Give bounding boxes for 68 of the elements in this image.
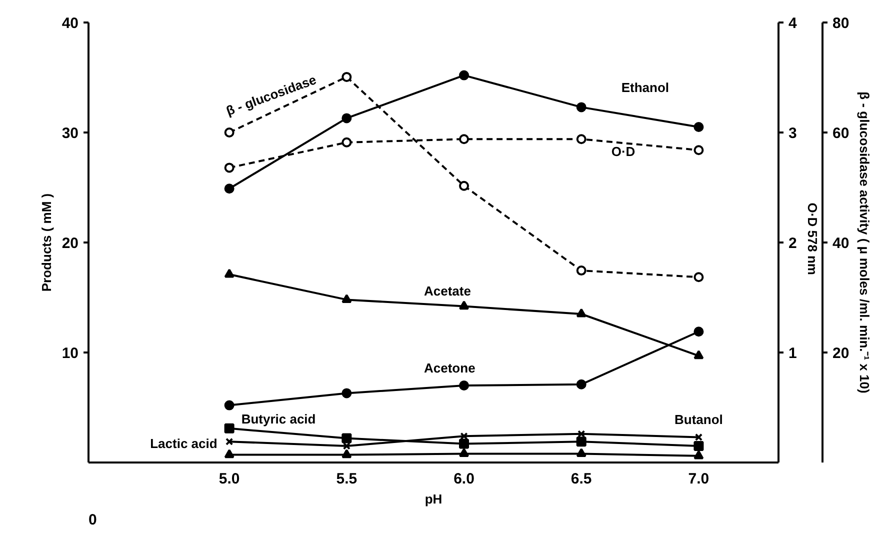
point [224, 423, 234, 434]
point [342, 113, 352, 124]
y2-tick-label: 4 [788, 15, 798, 32]
point [342, 388, 352, 398]
x-tick-label: 6.0 [454, 470, 474, 488]
y3-tick-label: 20 [832, 345, 850, 362]
y3-axis-title: β - glucosidase activity ( μ moles /ml. min.⁻¹ x 10) [857, 92, 872, 394]
point [459, 180, 470, 191]
y2-tick-label: 2 [788, 235, 797, 252]
y3-tick-label: 80 [832, 15, 850, 32]
point [694, 433, 703, 442]
point [694, 326, 704, 337]
x-tick-label: 5.5 [336, 470, 358, 488]
point [459, 300, 470, 310]
point [224, 162, 234, 173]
point [342, 433, 352, 444]
x-tick-label: 6.5 [570, 470, 592, 488]
point [576, 134, 586, 144]
series-label: Ethanol [621, 80, 670, 96]
y3-tick-label: 60 [832, 125, 850, 142]
x-tick-label: 7.0 [688, 470, 710, 488]
point [342, 137, 352, 148]
point [224, 184, 234, 194]
y-tick-label: 30 [62, 125, 79, 142]
series-label: Butyric acid [241, 411, 316, 426]
point [576, 448, 586, 458]
point [576, 436, 586, 447]
point [576, 266, 586, 276]
series-label: Lactic acid [150, 436, 218, 451]
point [342, 442, 350, 450]
y-tick-label: 20 [62, 235, 79, 252]
point [576, 102, 586, 112]
y3-tick-label: 40 [832, 235, 850, 252]
point [459, 70, 470, 80]
point [342, 72, 352, 82]
point [694, 441, 704, 451]
series-label: O·D [611, 144, 636, 160]
point [459, 438, 470, 449]
x-tick-label: 5.0 [218, 470, 240, 488]
point [694, 122, 704, 132]
point [694, 350, 704, 360]
point [576, 379, 586, 390]
point [459, 380, 470, 390]
series-label: Acetate [424, 283, 471, 298]
series-label: Acetone [424, 360, 476, 376]
point [342, 449, 352, 458]
x-axis-title: pH [424, 492, 442, 506]
y-tick-label: 10 [62, 345, 79, 362]
point [224, 268, 234, 278]
point [578, 430, 586, 438]
point [694, 145, 704, 156]
y2-tick-label: 1 [788, 345, 797, 362]
point [694, 450, 704, 460]
text: 0 [88, 512, 97, 528]
point [459, 134, 470, 144]
y2-tick-label: 3 [788, 125, 797, 142]
point [224, 128, 234, 138]
point [459, 448, 470, 458]
point [342, 294, 352, 304]
y2-axis-title: O·D 578 nm [804, 202, 820, 276]
point [224, 449, 234, 458]
point [224, 400, 234, 410]
point [576, 308, 586, 318]
point [460, 432, 468, 440]
y-tick-label: 40 [62, 15, 79, 32]
series-label: Butanol [674, 412, 723, 428]
point [694, 272, 704, 282]
y-axis-title: Products ( mM ) [38, 193, 54, 292]
